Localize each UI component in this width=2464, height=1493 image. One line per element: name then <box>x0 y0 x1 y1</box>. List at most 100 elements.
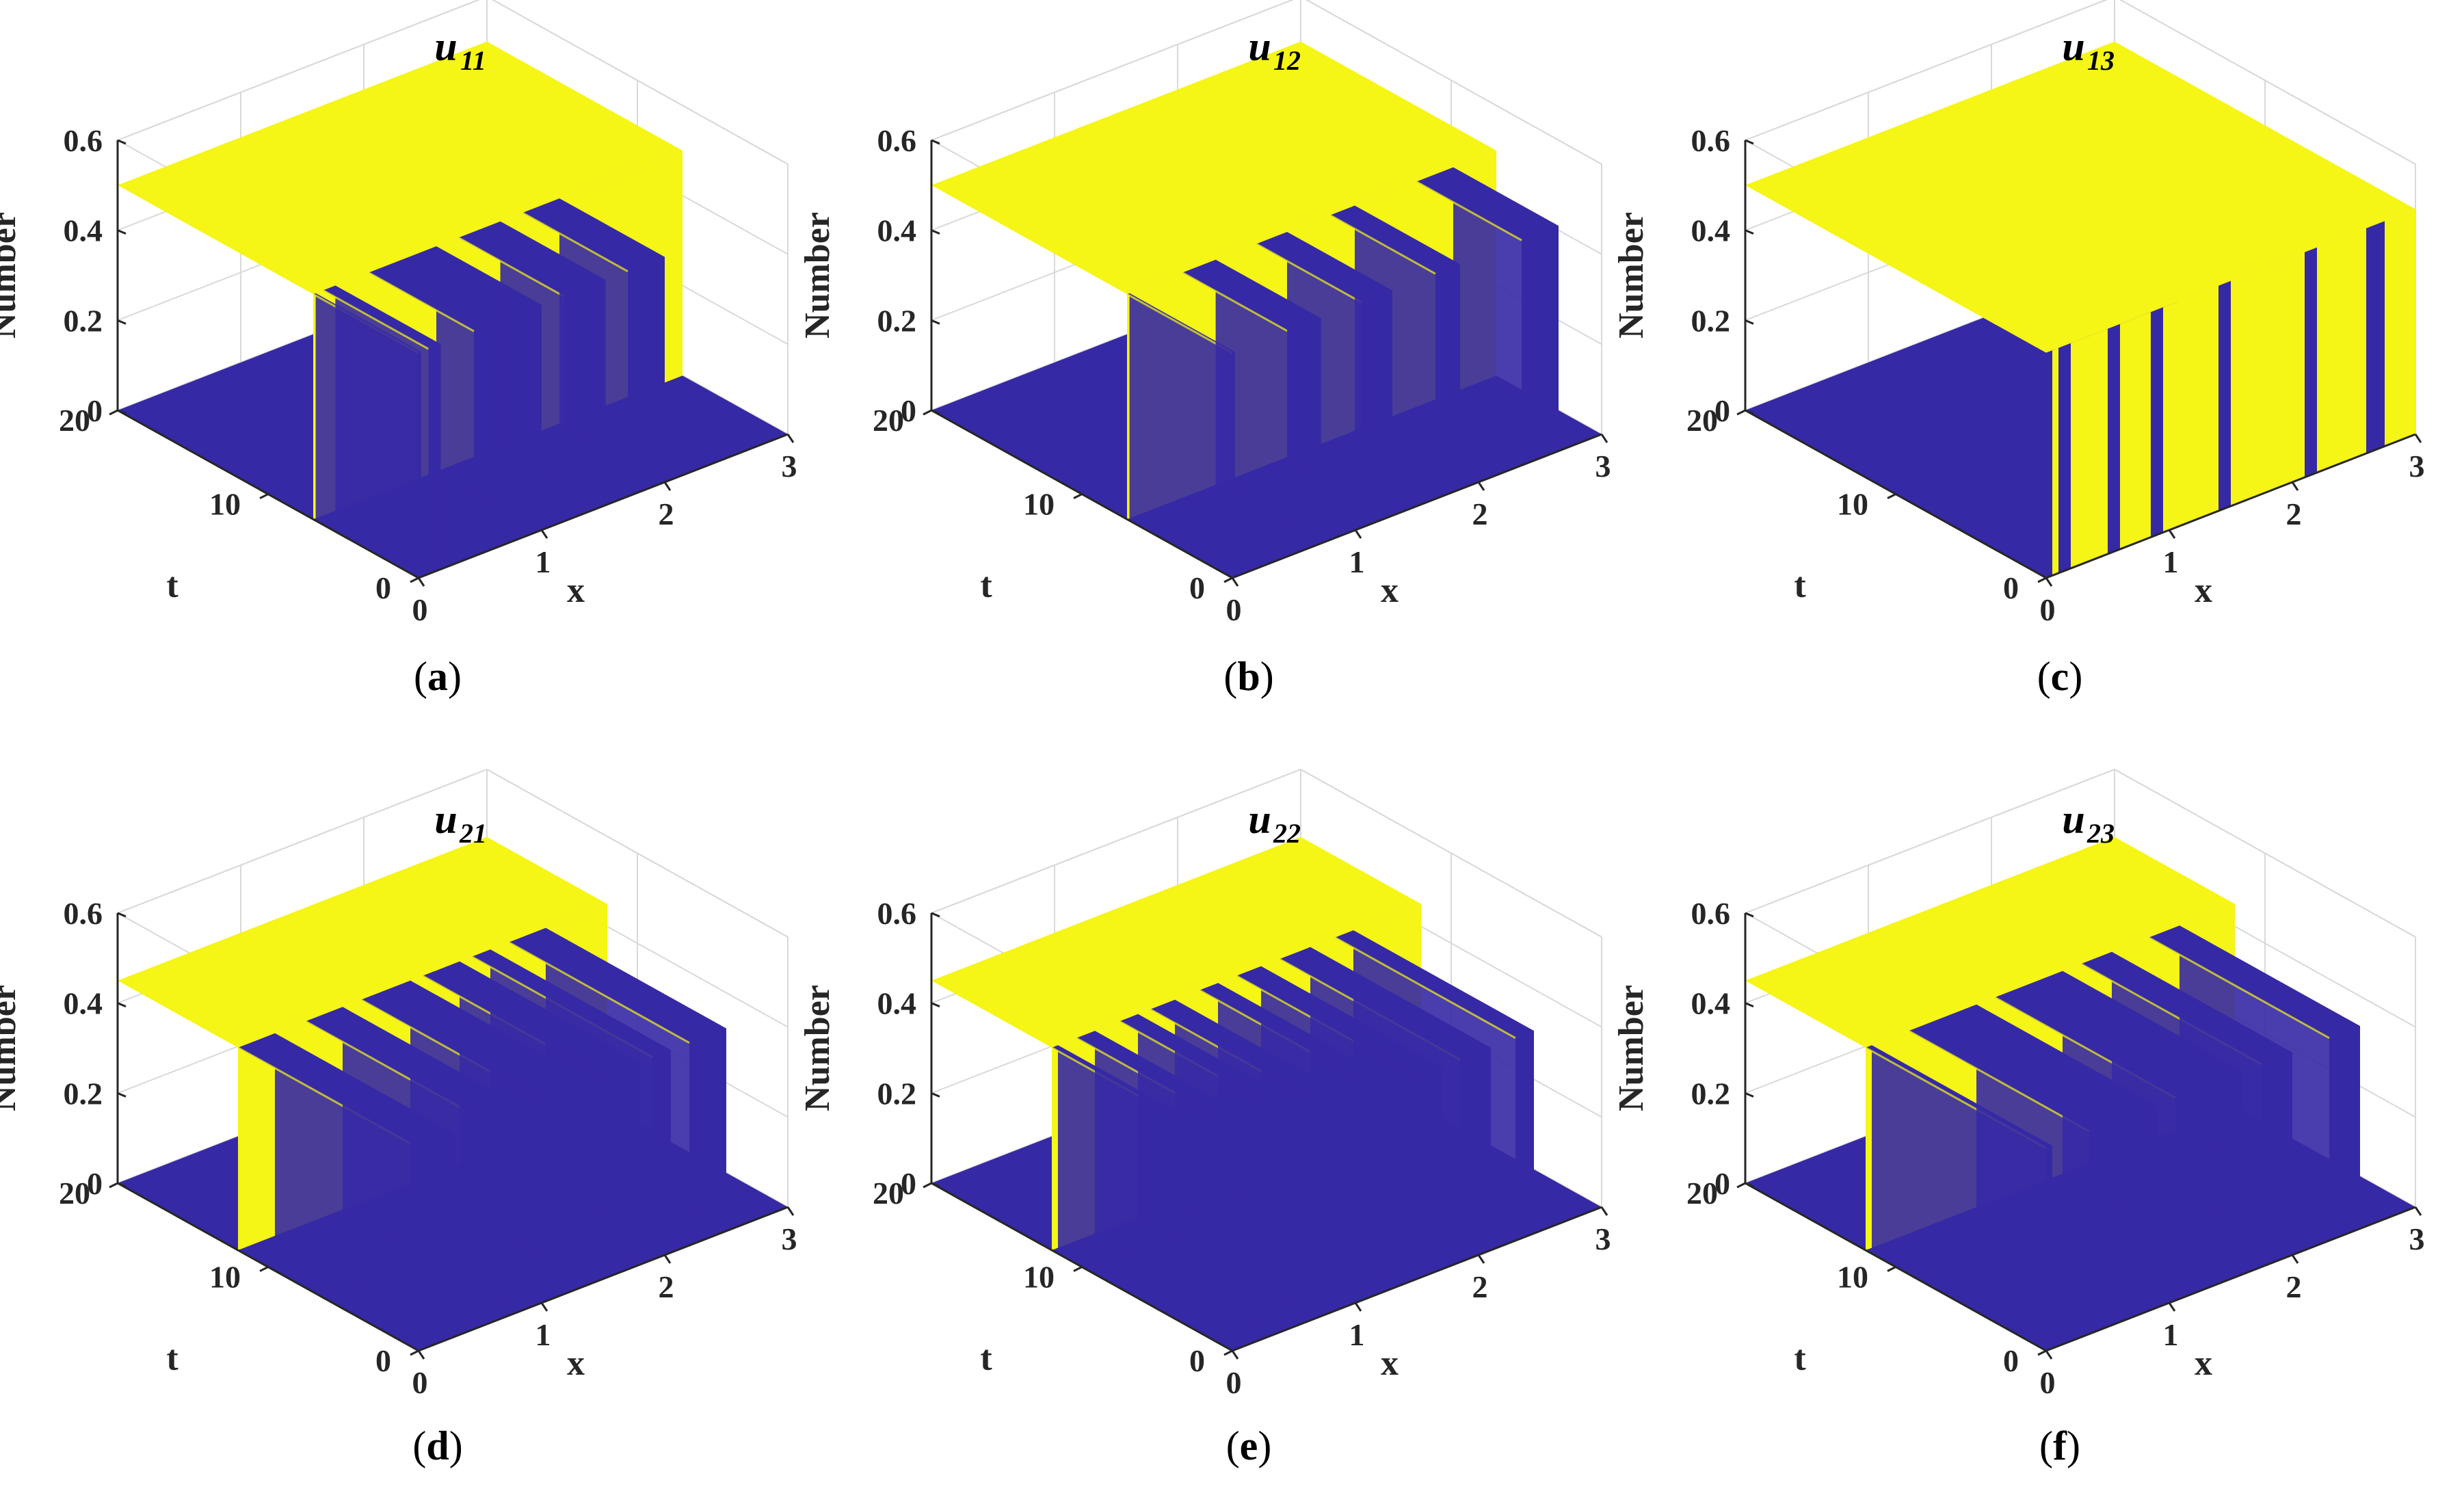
z-axis-label: Number <box>0 985 23 1111</box>
t-tick-label: 20 <box>59 1176 90 1211</box>
z-tick-label: 0.6 <box>1691 123 1731 158</box>
z-tick <box>1745 1092 1754 1098</box>
z-tick-label: 0.4 <box>1691 986 1731 1021</box>
high-plateau <box>1745 41 2415 353</box>
t-tick <box>109 1182 118 1189</box>
spike-top <box>1182 259 1321 332</box>
x-tick-label: 1 <box>535 544 551 579</box>
spike-edge <box>1334 936 1516 1040</box>
x-tick-label: 0 <box>1226 592 1242 627</box>
chart-title: u 21 <box>434 797 487 849</box>
chart-title: u 23 <box>2062 797 2115 849</box>
title-subscript: 23 <box>2087 818 2115 849</box>
t-tick <box>923 1182 932 1189</box>
grid-line <box>1745 769 2115 914</box>
z-tick-label: 0.4 <box>64 213 103 248</box>
caption-a: (a) <box>414 654 462 699</box>
x-axis <box>2045 1206 2416 1352</box>
x-tick-label: 0 <box>412 592 428 627</box>
x-tick-label: 0 <box>1226 1365 1242 1400</box>
grid-line <box>117 0 480 141</box>
title-subscript: 13 <box>2087 45 2115 76</box>
z-tick-label: 0.6 <box>64 123 103 158</box>
t-axis-label: t <box>980 566 992 605</box>
surface <box>1745 836 2415 1351</box>
z-tick <box>117 409 127 415</box>
z-tick <box>1745 139 1754 145</box>
x-tick <box>2168 1302 2176 1312</box>
subplot-f: 0 1 2 3 0 10 20 0 0.2 0.4 0.6 x t Number u 23 <box>1612 769 2435 1457</box>
t-tick <box>1887 1266 1896 1272</box>
t-tick <box>1223 577 1233 583</box>
t-tick-label: 0 <box>2003 1343 2019 1378</box>
t-tick <box>1223 1349 1233 1356</box>
grid-line <box>117 769 488 914</box>
spike-front <box>2366 221 2385 453</box>
t-tick <box>923 409 932 416</box>
spike-front <box>2218 280 2231 511</box>
high-plateau <box>118 836 607 1048</box>
t-axis-label: t <box>166 566 178 605</box>
z-tick <box>1745 409 1754 415</box>
t-tick <box>259 1266 269 1272</box>
z-tick-label: 0.4 <box>877 986 917 1021</box>
caption-e: (e) <box>1226 1423 1272 1468</box>
x-tick <box>2168 529 2176 539</box>
chart-title: u 13 <box>2062 24 2115 76</box>
z-tick <box>117 139 127 145</box>
x-tick <box>2045 1350 2053 1360</box>
x-tick <box>2045 577 2053 587</box>
title-subscript: 12 <box>1273 45 1301 76</box>
subplot-a: 0 1 2 3 0 10 20 0 0.2 0.4 0.6 x t Number u 11 <box>0 0 807 684</box>
title-main: u <box>1248 797 1271 842</box>
t-tick-label: 10 <box>209 1260 241 1295</box>
x-tick <box>417 1350 425 1360</box>
x-tick-label: 3 <box>1595 449 1611 484</box>
z-tick <box>931 1182 940 1188</box>
t-tick <box>2037 1349 2047 1356</box>
t-tick <box>1887 493 1896 499</box>
z-tick-label: 0 <box>901 1166 916 1201</box>
z-tick <box>1745 912 1754 918</box>
high-plateau <box>1745 836 2235 1048</box>
z-tick-label: 0.2 <box>64 1076 103 1111</box>
title-subscript: 22 <box>1273 818 1301 849</box>
x-tick <box>663 481 672 491</box>
t-tick-label: 20 <box>1686 403 1718 438</box>
z-tick <box>117 1182 127 1188</box>
spike-top <box>1335 930 1534 1038</box>
spike-side <box>1453 167 1559 451</box>
x-tick-label: 3 <box>2409 1221 2425 1256</box>
t-tick-label: 0 <box>2003 570 2019 605</box>
t-tick <box>1736 1182 1746 1189</box>
x-tick-label: 3 <box>782 1221 797 1256</box>
x-axis <box>1232 1206 1602 1352</box>
z-tick <box>931 1092 940 1098</box>
x-tick-label: 2 <box>1472 1269 1488 1304</box>
chart-title: u 11 <box>434 24 486 76</box>
t-tick-label: 10 <box>1837 1260 1868 1295</box>
x-tick-label: 1 <box>2163 544 2179 579</box>
t-tick-label: 20 <box>59 403 90 438</box>
spike-side <box>335 285 441 570</box>
x-tick <box>1354 529 1362 539</box>
subplot-b: 0 1 2 3 0 10 20 0 0.2 0.4 0.6 x t Number u 12 <box>798 0 1621 684</box>
spike-side <box>1129 293 1235 577</box>
x-axis-label: x <box>2195 1344 2212 1383</box>
z-tick-label: 0 <box>1714 393 1730 428</box>
t-tick <box>1073 1266 1083 1272</box>
x-tick-label: 2 <box>659 497 674 531</box>
x-axis-label: x <box>2195 571 2212 610</box>
spike-front <box>2108 323 2120 554</box>
z-tick-label: 0.4 <box>64 986 103 1021</box>
z-tick <box>117 1092 127 1098</box>
